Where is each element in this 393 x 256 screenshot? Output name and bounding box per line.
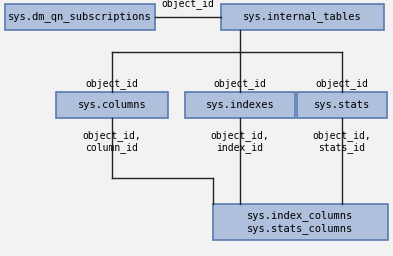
Text: sys.dm_qn_subscriptions: sys.dm_qn_subscriptions [8, 12, 152, 23]
FancyBboxPatch shape [220, 4, 384, 30]
Text: sys.stats: sys.stats [314, 100, 370, 110]
FancyBboxPatch shape [297, 92, 387, 118]
Text: object_id,
column_id: object_id, column_id [83, 130, 141, 153]
FancyBboxPatch shape [5, 4, 155, 30]
Text: sys.indexes: sys.indexes [206, 100, 274, 110]
Text: object_id: object_id [86, 78, 138, 89]
Text: object_id,
stats_id: object_id, stats_id [312, 130, 371, 153]
FancyBboxPatch shape [185, 92, 295, 118]
Text: object_id: object_id [316, 78, 369, 89]
FancyBboxPatch shape [213, 204, 387, 240]
Text: sys.index_columns
sys.stats_columns: sys.index_columns sys.stats_columns [247, 210, 353, 234]
Text: object_id,
index_id: object_id, index_id [211, 130, 269, 153]
Text: object_id: object_id [161, 0, 214, 9]
FancyBboxPatch shape [56, 92, 168, 118]
Text: sys.columns: sys.columns [78, 100, 146, 110]
Text: sys.internal_tables: sys.internal_tables [242, 12, 362, 23]
Text: object_id: object_id [213, 78, 266, 89]
